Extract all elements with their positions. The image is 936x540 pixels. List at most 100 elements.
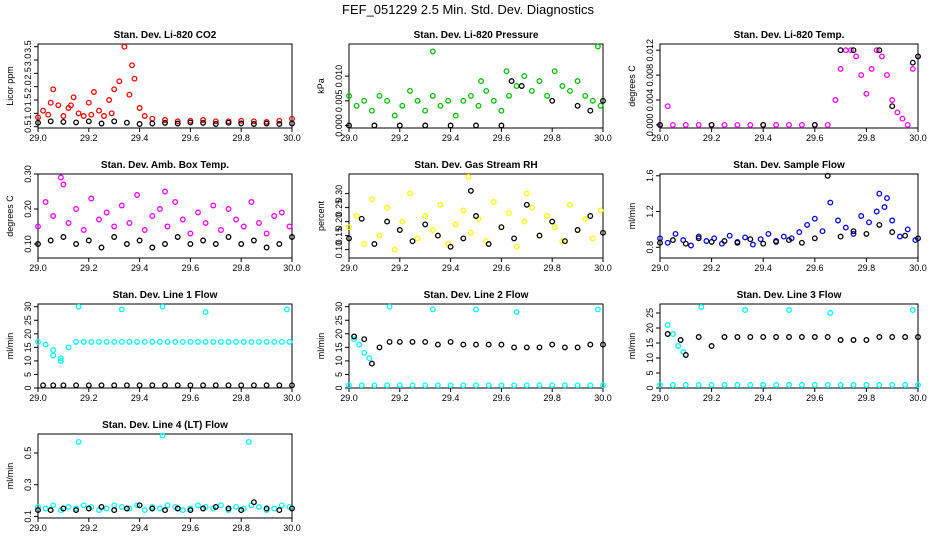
data-point [465,173,472,180]
y-tick-label: 0.30 [334,185,344,203]
data-point [422,107,429,114]
data-point [597,207,604,214]
data-point [358,215,365,222]
x-tick-label: 29.8 [232,523,250,533]
data-point [561,382,568,389]
data-point [156,206,163,212]
data-point [460,207,467,214]
data-point [238,507,245,514]
data-point [384,218,391,225]
data-point [149,505,156,512]
data-point [747,121,754,128]
data-point [289,234,295,240]
data-point [396,122,403,129]
data-point [600,382,606,389]
data-point [263,505,270,512]
data-point [108,110,115,117]
data-point [858,72,865,79]
x-tick-label: 29.2 [703,133,721,143]
data-point [384,204,391,211]
data-point [55,102,62,109]
data-point [238,382,245,389]
data-point [50,86,57,93]
data-point [551,224,558,231]
data-point [850,230,857,237]
y-axis-label: ml/min [5,333,15,360]
y-tick-label: 0.008 [645,64,655,87]
data-point [460,235,467,242]
data-point [798,239,805,246]
data-point [98,503,105,510]
data-point [278,502,285,509]
data-point [263,120,270,127]
y-tick-label: 5 [23,372,33,377]
data-point [106,97,113,103]
data-point [111,86,118,93]
data-point [909,307,916,313]
data-point [396,338,403,345]
data-point [688,242,694,249]
data-point [536,344,543,351]
data-point [773,382,780,388]
data-point [353,102,360,109]
x-tick-label: 29.6 [806,133,824,143]
data-point [884,195,890,202]
data-point [798,334,805,340]
data-point [286,223,293,230]
plot-frame [37,173,293,259]
data-point [187,119,194,126]
data-point [726,232,733,239]
data-point [212,382,219,389]
data-point [559,238,566,245]
data-point [873,47,880,54]
y-tick-label: 5 [334,372,344,377]
data-point [503,68,510,75]
data-point [57,174,64,181]
x-tick-label: 29.2 [80,133,98,143]
x-tick-label: 30.0 [594,133,612,143]
x-tick-label: 29.2 [703,263,721,273]
data-point [452,112,459,119]
data-point [559,83,566,89]
x-tick-label: 29.4 [131,393,149,403]
x-tick-label: 29.6 [493,263,511,273]
data-point [250,237,257,244]
data-point [172,338,179,345]
data-point [217,502,224,509]
plot-frame [659,173,919,259]
data-point [721,121,728,128]
data-point [850,382,857,388]
x-tick-label: 29.6 [182,523,200,533]
y-tick-label: 5 [645,370,655,375]
points-group [35,303,295,389]
data-point [485,341,492,348]
data-point [238,117,245,124]
y-tick-label: 0.25 [334,199,344,217]
data-point [786,382,792,388]
data-point [490,199,497,205]
data-point [698,304,705,310]
points-group [35,43,295,127]
data-point [837,65,844,72]
data-point [513,83,520,89]
data-point [159,303,166,310]
plot-frame [348,303,604,389]
data-point [669,382,676,388]
x-tick-label: 29.6 [493,393,511,403]
data-point [796,229,803,236]
data-point [561,344,568,351]
data-point [399,218,406,225]
data-point [832,97,839,103]
data-point [523,190,530,197]
data-point [600,229,606,236]
points-group [35,174,295,251]
data-point [742,234,749,241]
data-point [233,216,240,223]
data-point [187,230,194,237]
y-axis-label: Licor ppm [5,66,15,106]
data-point [521,218,528,225]
data-point [202,309,209,316]
x-tick-label: 30.0 [909,133,927,143]
chart-title: Stan. Dev. Line 2 Flow [424,290,529,301]
data-point [98,120,105,127]
